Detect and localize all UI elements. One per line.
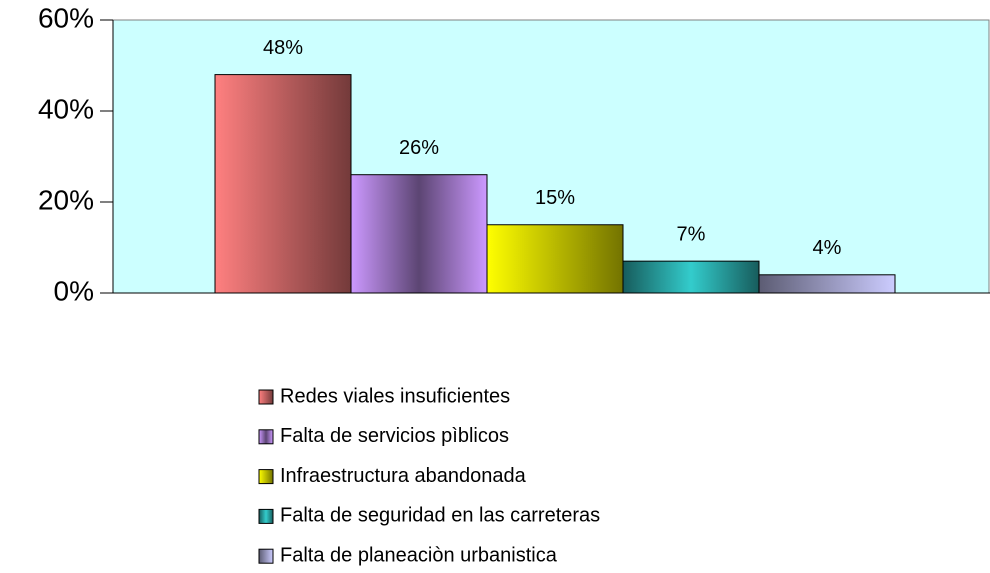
bar — [214, 74, 352, 294]
y-tick-label: 0% — [54, 275, 94, 306]
value-label: 4% — [813, 237, 842, 259]
legend-swatch — [258, 389, 274, 405]
legend-label: Infraestructura abandonada — [280, 465, 527, 487]
value-label: 48% — [263, 37, 303, 59]
value-label: 7% — [677, 223, 706, 245]
bar — [622, 260, 760, 294]
value-label: 15% — [535, 187, 575, 209]
bar — [350, 174, 488, 294]
legend-swatch — [258, 508, 274, 524]
legend-label: Redes viales insuficientes — [280, 385, 510, 407]
legend-swatch — [258, 469, 274, 485]
y-tick-label: 20% — [38, 184, 94, 215]
legend-swatch — [258, 429, 274, 445]
bar — [486, 224, 624, 294]
legend-label: Falta de planeaciòn urbanistica — [280, 544, 558, 566]
legend-label: Falta de servicios pìblicos — [280, 425, 509, 447]
value-label: 26% — [399, 137, 439, 159]
y-tick-label: 60% — [38, 2, 94, 33]
bar — [758, 274, 896, 294]
legend-swatch — [258, 548, 274, 564]
y-tick-label: 40% — [38, 93, 94, 124]
legend-label: Falta de seguridad en las carreteras — [280, 505, 600, 527]
